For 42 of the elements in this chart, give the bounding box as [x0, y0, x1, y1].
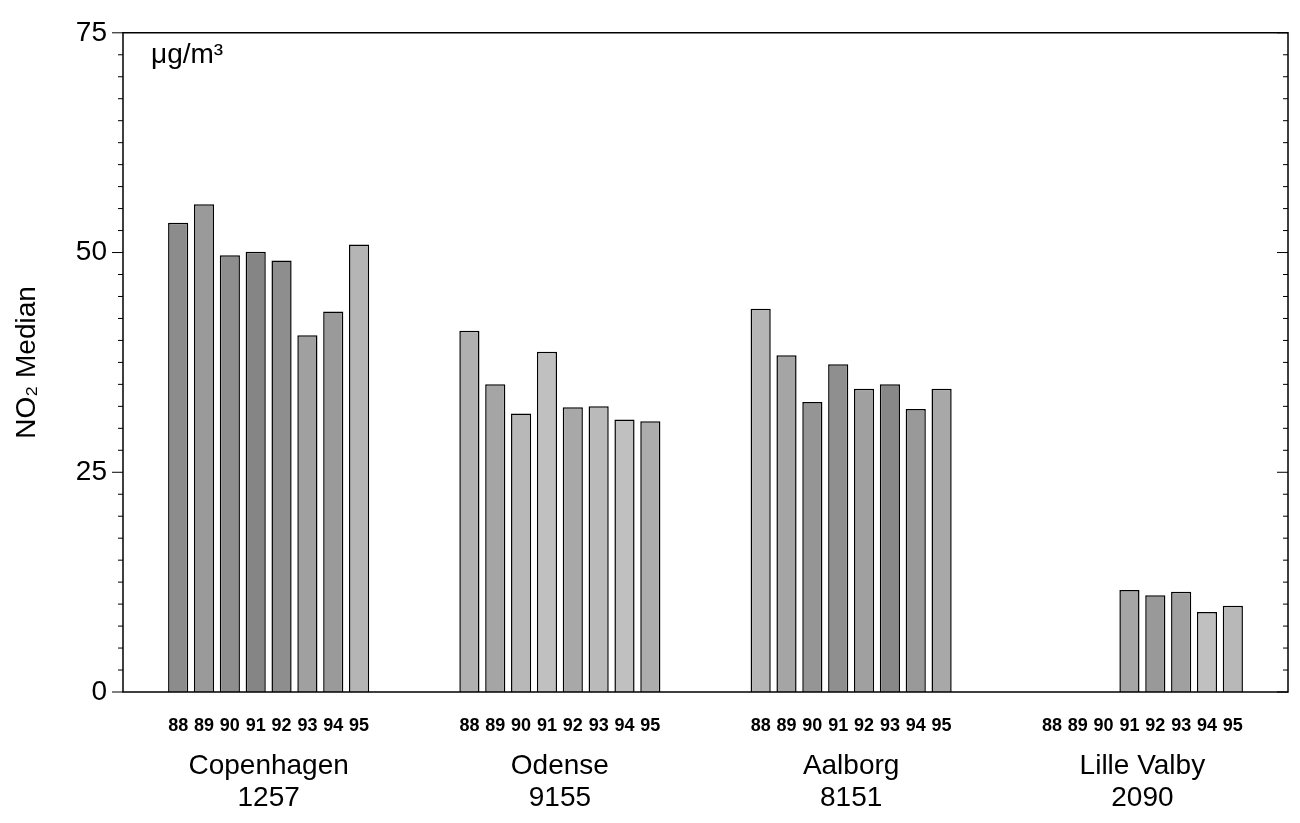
text: 92 [854, 714, 875, 735]
text: 91 [536, 714, 557, 735]
y-tick-label: 25 [75, 454, 107, 486]
series-label: 94 [614, 714, 635, 735]
y-axis-title: NO₂ Median [9, 286, 41, 439]
series-label: 95 [1222, 714, 1243, 735]
text: 91 [828, 714, 849, 735]
text: 95 [349, 714, 370, 735]
text: 88 [168, 714, 189, 735]
text: 88 [1041, 714, 1062, 735]
y-tick-label: 75 [75, 15, 107, 47]
series-label: 93 [588, 714, 609, 735]
series-label: 92 [1145, 714, 1166, 735]
y-tick-label: 50 [75, 235, 107, 267]
text: 92 [562, 714, 583, 735]
y-tick-label: 0 [91, 674, 107, 706]
annotation: μg/m³ [151, 37, 224, 69]
series-label: 89 [776, 714, 797, 735]
text: 95 [640, 714, 661, 735]
series-label: 88 [750, 714, 771, 735]
text: 89 [1067, 714, 1088, 735]
text: 88 [459, 714, 480, 735]
x-tick-label: Copenhagen 1257 [188, 748, 349, 813]
x-tick-label: Aalborg 8151 [802, 748, 900, 813]
text: 89 [193, 714, 215, 735]
text: 91 [245, 714, 266, 735]
text: 94 [323, 714, 344, 735]
text: 93 [879, 714, 900, 735]
text: 93 [297, 714, 318, 735]
text: 90 [1093, 714, 1114, 735]
text: 90 [511, 714, 532, 735]
text: 94 [1196, 714, 1218, 735]
text: 89 [485, 714, 506, 735]
x-tick-label: Odense 9155 [510, 748, 609, 813]
text: 95 [931, 714, 952, 735]
text: 90 [219, 714, 240, 735]
x-tick-label: Lille Valby 2090 [1079, 748, 1206, 813]
text: 92 [271, 714, 292, 735]
series-label: 91 [1119, 714, 1140, 735]
series-label: 90 [802, 714, 823, 735]
text: 93 [1171, 714, 1192, 735]
text: 94 [905, 714, 926, 735]
